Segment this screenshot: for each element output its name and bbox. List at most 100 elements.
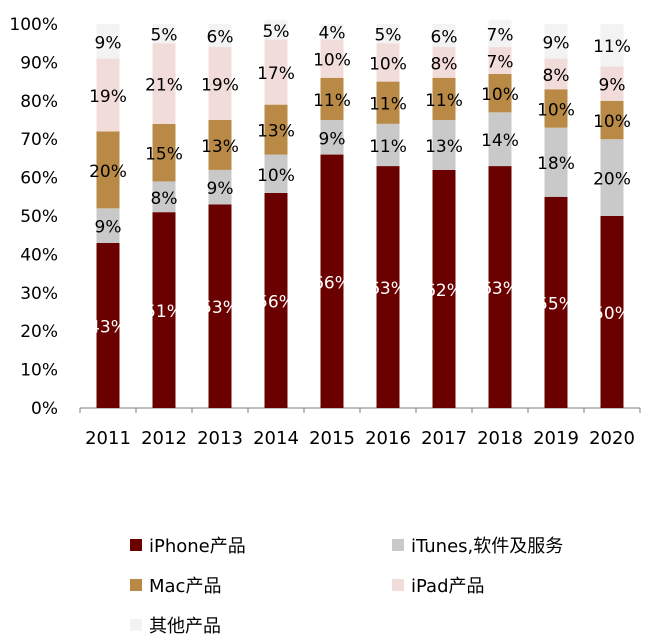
bar-segment-3-2020 [600,100,624,140]
data-label: 66% [313,273,351,293]
legend-label-iphone: iPhone产品 [149,536,246,557]
data-label: 11% [369,95,407,115]
x-tick-label: 2012 [141,428,187,449]
data-label: 8% [151,189,178,209]
y-tick-label: 90% [20,53,58,73]
data-label: 13% [257,122,295,142]
bar-segment-4-2019 [544,58,568,90]
bar-segment-2-2013 [208,169,232,205]
data-label: 5% [263,22,290,42]
bar-segment-4-2018 [488,47,512,74]
data-label: 14% [481,131,519,151]
data-label: 10% [537,100,575,120]
bar-segment-4-2017 [432,47,456,78]
data-label: 62% [425,281,463,301]
legend-label-ipad: iPad产品 [411,576,485,597]
data-label: 10% [593,112,631,132]
bar-segment-1-2016 [376,166,400,408]
bar-segment-3-2011 [96,131,120,209]
bar-segment-1-2018 [488,166,512,408]
x-tick-label: 2014 [253,428,299,449]
bar-segment-4-2013 [208,47,232,120]
data-label: 10% [481,85,519,105]
bar-segment-5-2013 [208,24,232,48]
bar-segment-5-2018 [488,20,512,48]
data-label: 43% [89,317,127,337]
data-label: 10% [257,166,295,186]
data-label: 9% [543,33,570,53]
bar-segment-2-2017 [432,120,456,170]
bar-segment-2-2011 [96,208,120,243]
data-label: 9% [95,33,122,53]
data-label: 20% [593,170,631,190]
x-tick-label: 2020 [589,428,635,449]
legend-label-itunes: iTunes,软件及服务 [411,536,564,557]
bar-segment-2-2012 [152,181,176,213]
y-tick-label: 80% [20,92,58,112]
data-label: 19% [201,76,239,96]
data-label: 6% [431,28,458,48]
data-label: 5% [375,26,402,46]
data-label: 63% [481,279,519,299]
bar-segment-2-2019 [544,127,568,197]
bar-segment-1-2020 [600,216,624,408]
legend-swatch-itunes [392,539,404,551]
y-tick-label: 50% [20,207,58,227]
bar-segment-3-2016 [376,81,400,124]
legend-swatch-iphone [130,539,142,551]
bar-segment-1-2019 [544,196,568,408]
bar-segment-3-2019 [544,89,568,128]
data-label: 9% [599,76,626,96]
x-tick-label: 2016 [365,428,411,449]
x-tick-label: 2011 [85,428,131,449]
legend-label-other: 其他产品 [149,616,221,637]
bar-segment-2-2018 [488,112,512,167]
bar-segment-1-2013 [208,204,232,408]
bar-segment-3-2013 [208,120,232,170]
data-label: 9% [95,218,122,238]
bar-segment-4-2015 [320,39,344,78]
y-tick-label: 60% [20,169,58,189]
bar-segment-5-2015 [320,24,344,40]
bar-segment-4-2011 [96,58,120,132]
bar-segment-3-2018 [488,73,512,113]
y-tick-label: 40% [20,245,58,265]
data-label: 63% [369,279,407,299]
data-label: 11% [425,91,463,111]
bar-segment-5-2012 [152,24,176,44]
data-label: 18% [537,154,575,174]
data-label: 6% [207,28,234,48]
bar-segment-2-2015 [320,120,344,155]
y-tick-label: 100% [9,15,58,35]
stacked-bar-chart: 0% 10% 20% 30% 40% 50% 60% 70% 80% 90% 100% 43% 9% 20… [9,15,641,449]
bar-segment-1-2017 [432,169,456,408]
data-label: 5% [151,26,178,46]
data-label: 8% [431,54,458,74]
data-label: 11% [593,37,631,57]
data-label: 50% [593,304,631,324]
y-tick-label: 0% [31,399,58,419]
y-tick-label: 30% [20,284,58,304]
legend-swatch-ipad [392,579,404,591]
bar-segment-2-2016 [376,123,400,167]
legend-item-iphone: iPhone产品 [130,532,246,558]
data-label: 15% [145,145,183,165]
bar-segment-5-2016 [376,24,400,44]
data-label: 56% [257,292,295,312]
bar-segment-3-2017 [432,77,456,120]
data-label: 10% [313,51,351,71]
data-label: 13% [425,137,463,157]
x-tick-label: 2017 [421,428,467,449]
bar-segment-3-2012 [152,123,176,182]
bar-segment-1-2014 [264,192,288,408]
data-label: 51% [145,302,183,322]
data-label: 7% [487,26,514,46]
y-tick-label: 20% [20,322,58,342]
bar-segment-4-2016 [376,43,400,82]
y-tick-label: 10% [20,361,58,381]
data-label: 9% [319,129,346,149]
data-label: 7% [487,52,514,72]
bar-segment-1-2012 [152,212,176,408]
legend-item-other: 其他产品 [130,612,221,638]
x-tick-label: 2013 [197,428,243,449]
